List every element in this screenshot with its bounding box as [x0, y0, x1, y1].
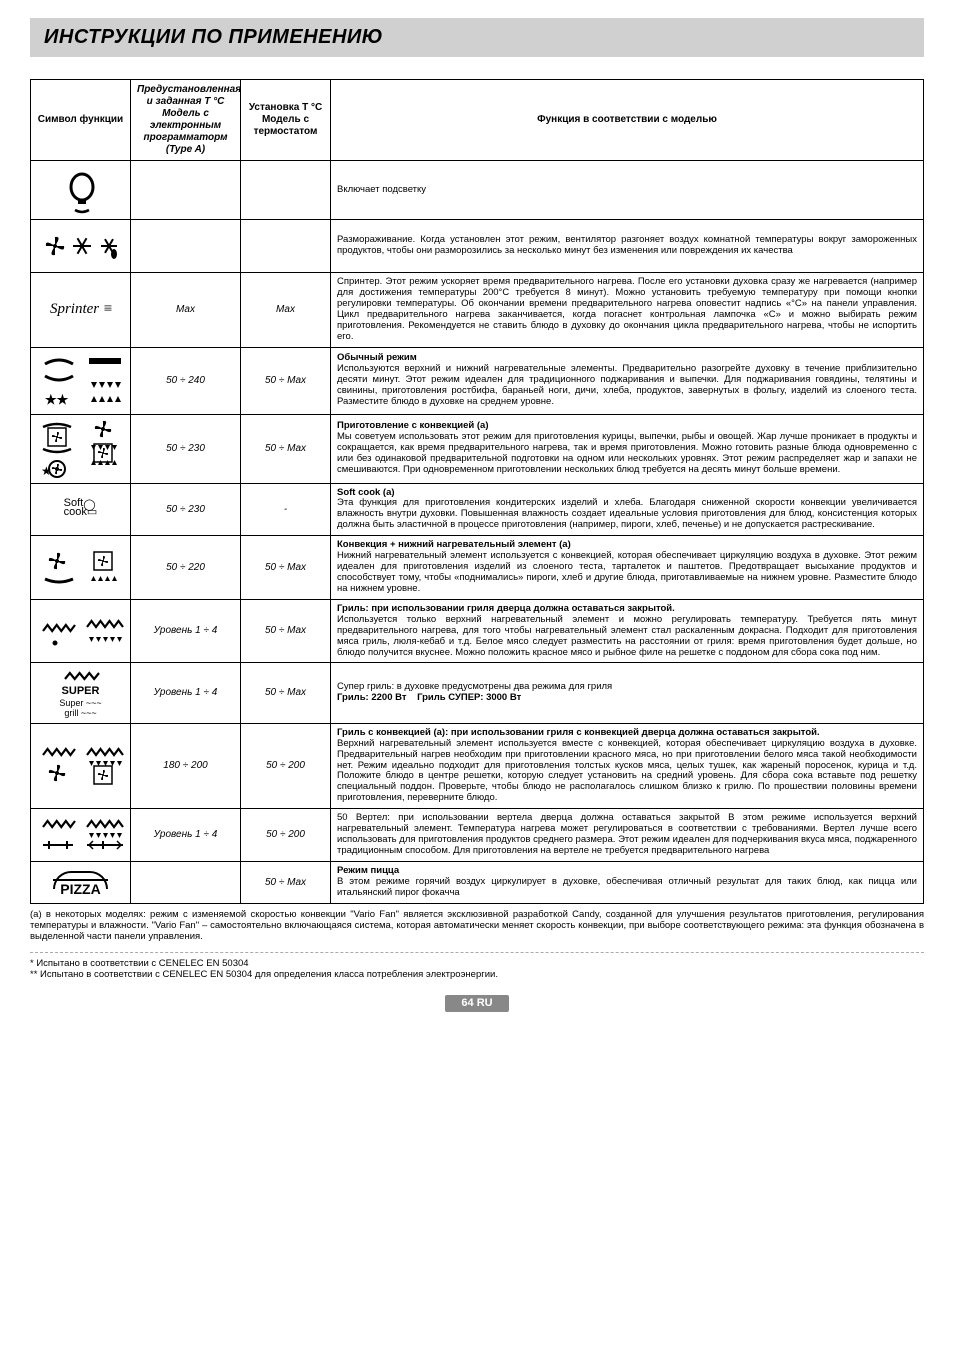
th-description: Функция в соответствии с моделью [331, 80, 924, 161]
pizza-label-wrap: PIZZA [37, 867, 124, 898]
desc-body: Используется только верхний нагревательн… [337, 614, 917, 658]
function-description: Режим пиццаВ этом режиме горячий воздух … [331, 861, 924, 903]
thermostat-temp: 50 ÷ Max [241, 536, 331, 600]
function-description: Супер гриль: в духовке предусмотрены два… [331, 663, 924, 723]
preset-temp: Уровень 1 ÷ 4 [131, 599, 241, 663]
footnote-star-2: ** Испытано в соответствии с CENELEC EN … [30, 970, 924, 981]
thermostat-temp: 50 ÷ 200 [241, 723, 331, 808]
preset-temp: Max [131, 273, 241, 348]
table-row: Размораживание. Когда установлен этот ре… [31, 220, 924, 273]
function-icon [31, 809, 131, 862]
function-icon [31, 723, 131, 808]
th-thermostat: Установка T °C Модель с термостатом [241, 80, 331, 161]
page-title: ИНСТРУКЦИИ ПО ПРИМЕНЕНИЮ [44, 26, 910, 49]
function-icon: Soft◯cook▭ [31, 483, 131, 536]
desc-body: Мы советуем использовать этот режим для … [337, 431, 917, 475]
function-description: Обычный режимИспользуются верхний и нижн… [331, 347, 924, 414]
footnote-a: (a) в некоторых моделях: режим с изменяе… [30, 910, 924, 943]
function-icon: Sprinter ≡ [31, 273, 131, 348]
footnotes-star: * Испытано в соответствии с CENELEC EN 5… [30, 952, 924, 981]
thermostat-temp: 50 ÷ 200 [241, 809, 331, 862]
preset-temp [131, 161, 241, 220]
desc-body: Нижний нагревательный элемент использует… [337, 550, 917, 594]
table-row: Уровень 1 ÷ 450 ÷ 20050 Вертел: при испо… [31, 809, 924, 862]
function-table: Символ функции Предустановленная и задан… [30, 79, 924, 904]
desc-title: Soft cook (a) [337, 487, 395, 498]
table-row: ★★ 50 ÷ 24050 ÷ MaxОбычный режимИспользу… [31, 347, 924, 414]
preset-temp: 180 ÷ 200 [131, 723, 241, 808]
thermostat-temp: 50 ÷ Max [241, 599, 331, 663]
softcook-label: Soft◯cook▭ [64, 500, 98, 517]
table-row: Включает подсветку [31, 161, 924, 220]
function-description: Приготовление с конвекцией (a)Мы советуе… [331, 414, 924, 483]
page-number-wrap: 64 RU [30, 995, 924, 1012]
svg-text:★★: ★★ [45, 392, 69, 407]
desc-body: Верхний нагревательный элемент используе… [337, 738, 917, 804]
sprinter-label: Sprinter ≡ [37, 301, 124, 318]
thermostat-temp: - [241, 483, 331, 536]
function-icon [31, 161, 131, 220]
preset-temp: Уровень 1 ÷ 4 [131, 809, 241, 862]
function-icon [31, 536, 131, 600]
function-description: Включает подсветку [331, 161, 924, 220]
page: ИНСТРУКЦИИ ПО ПРИМЕНЕНИЮ Символ функции … [0, 0, 954, 1042]
desc-title: Приготовление с конвекцией (a) [337, 420, 489, 431]
function-icon: ★ [31, 414, 131, 483]
table-row: PIZZA50 ÷ MaxРежим пиццаВ этом режиме го… [31, 861, 924, 903]
thermostat-temp: 50 ÷ Max [241, 861, 331, 903]
function-icon [31, 220, 131, 273]
table-row: SUPER Super ~~~grill ~~~ Уровень 1 ÷ 450… [31, 663, 924, 723]
table-row: 50 ÷ 22050 ÷ Max Конвекция + нижний нагре… [31, 536, 924, 600]
function-description: Гриль: при использовании гриля дверца до… [331, 599, 924, 663]
function-description: 50 Вертел: при использовании вертела две… [331, 809, 924, 862]
preset-temp: 50 ÷ 240 [131, 347, 241, 414]
thermostat-temp [241, 220, 331, 273]
preset-temp: 50 ÷ 220 [131, 536, 241, 600]
preset-temp: 50 ÷ 230 [131, 483, 241, 536]
desc-title: Гриль с конвекцией (a): при использовани… [337, 727, 820, 738]
thermostat-temp: 50 ÷ Max [241, 414, 331, 483]
thermostat-temp: 50 ÷ Max [241, 663, 331, 723]
table-row: Уровень 1 ÷ 450 ÷ Max Гриль: при использо… [31, 599, 924, 663]
function-icon: SUPER Super ~~~grill ~~~ [31, 663, 131, 723]
table-row: ★ 50 ÷ 23050 ÷ MaxПриготовление с конвек… [31, 414, 924, 483]
function-description: Soft cook (a)Эта функция для приготовлен… [331, 483, 924, 536]
preset-temp [131, 220, 241, 273]
desc-title: Обычный режим [337, 352, 417, 363]
thermostat-temp [241, 161, 331, 220]
supergrill-block: SUPER Super ~~~grill ~~~ [37, 667, 124, 718]
desc-title: Режим пицца [337, 865, 399, 876]
function-icon: PIZZA [31, 861, 131, 903]
desc-body: В этом режиме горячий воздух циркулирует… [337, 876, 917, 898]
th-preset: Предустановленная и заданная T °C Модель… [131, 80, 241, 161]
table-row: 180 ÷ 20050 ÷ 200 Гриль с конвекцией (a):… [31, 723, 924, 808]
thermostat-temp: 50 ÷ Max [241, 347, 331, 414]
desc-body: Используются верхний и нижний нагревател… [337, 363, 917, 407]
table-row: Soft◯cook▭ 50 ÷ 230-Soft cook (a)Эта функ… [31, 483, 924, 536]
function-description: Гриль с конвекцией (a): при использовани… [331, 723, 924, 808]
preset-temp: 50 ÷ 230 [131, 414, 241, 483]
thermostat-temp: Max [241, 273, 331, 348]
table-row: Sprinter ≡MaxMaxСпринтер. Этот режим уск… [31, 273, 924, 348]
preset-temp [131, 861, 241, 903]
function-description: Спринтер. Этот режим ускоряет время пред… [331, 273, 924, 348]
title-bar: ИНСТРУКЦИИ ПО ПРИМЕНЕНИЮ [30, 18, 924, 57]
desc-title: Конвекция + нижний нагревательный элемен… [337, 539, 571, 550]
function-icon [31, 599, 131, 663]
function-icon: ★★ [31, 347, 131, 414]
function-description: Конвекция + нижний нагревательный элемен… [331, 536, 924, 600]
th-symbol: Символ функции [31, 80, 131, 161]
function-description: Размораживание. Когда установлен этот ре… [331, 220, 924, 273]
preset-temp: Уровень 1 ÷ 4 [131, 663, 241, 723]
page-number: 64 RU [445, 995, 508, 1012]
desc-title: Гриль: при использовании гриля дверца до… [337, 603, 675, 614]
desc-body: Эта функция для приготовления кондитерск… [337, 497, 917, 530]
